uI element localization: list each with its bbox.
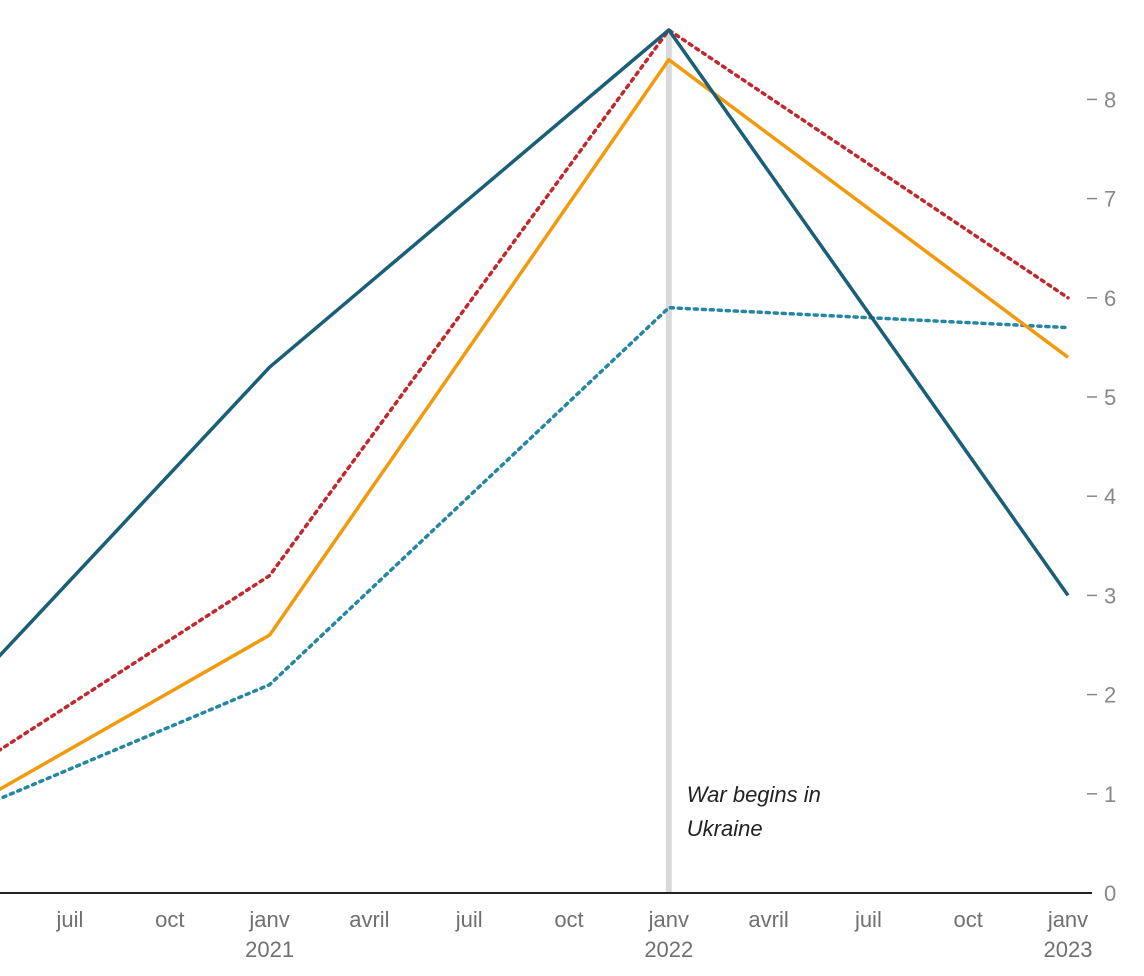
x-tick-year-label: 2021 xyxy=(245,937,294,962)
y-tick-label: 8 xyxy=(1104,87,1116,112)
y-tick-label: 7 xyxy=(1104,187,1116,212)
x-tick-label: janv xyxy=(1047,907,1088,932)
y-tick-label: 1 xyxy=(1104,782,1116,807)
x-tick-year-label: 2023 xyxy=(1044,937,1093,962)
y-tick-label: 4 xyxy=(1104,484,1116,509)
y-tick-label: 0 xyxy=(1104,881,1116,906)
x-tick-label: janv xyxy=(648,907,689,932)
annotation-text: War begins in xyxy=(687,782,821,807)
x-tick-label: juil xyxy=(854,907,882,932)
x-tick-year-label: 2022 xyxy=(644,937,693,962)
x-tick-label: avril xyxy=(349,907,389,932)
series-line-2 xyxy=(0,28,1070,752)
x-tick-label: oct xyxy=(155,907,184,932)
y-tick-label: 5 xyxy=(1104,385,1116,410)
x-tick-label: oct xyxy=(554,907,583,932)
x-tick-label: juil xyxy=(56,907,84,932)
y-tick-label: 2 xyxy=(1104,683,1116,708)
y-tick-label: 3 xyxy=(1104,583,1116,608)
x-tick-label: janv xyxy=(248,907,289,932)
series-line-0 xyxy=(0,28,1070,658)
annotation-text: Ukraine xyxy=(687,816,763,841)
x-tick-label: avril xyxy=(748,907,788,932)
x-tick-label: oct xyxy=(954,907,983,932)
series-line-1 xyxy=(0,57,1070,792)
y-tick-label: 6 xyxy=(1104,286,1116,311)
x-tick-label: juil xyxy=(455,907,483,932)
series-line-3 xyxy=(0,305,1070,801)
